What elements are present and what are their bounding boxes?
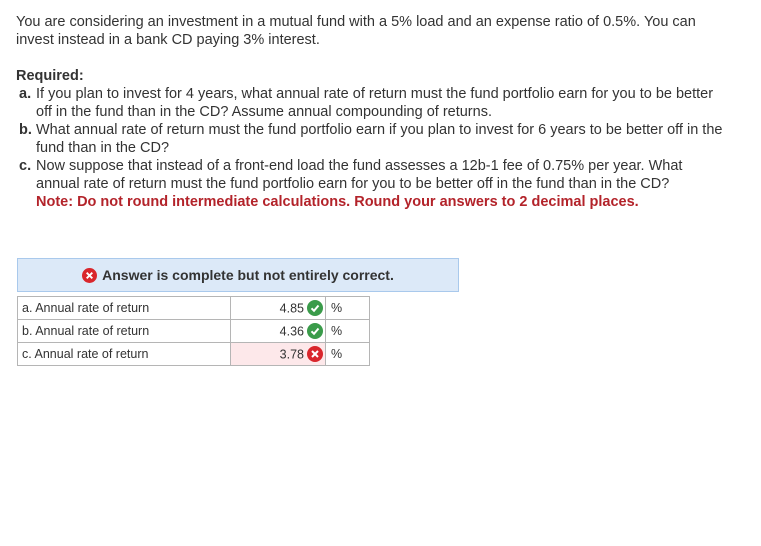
row-label: c. Annual rate of return xyxy=(17,342,231,366)
value-text: 4.85 xyxy=(279,301,304,316)
answer-row: a. Annual rate of return 4.85 % xyxy=(17,296,370,320)
value-text: 4.36 xyxy=(279,324,304,339)
row-label: a. Annual rate of return xyxy=(17,296,231,320)
question-text: What annual rate of return must the fund… xyxy=(36,122,723,156)
answer-row: c. Annual rate of return 3.78 % xyxy=(17,342,370,366)
question: b. What annual rate of return must the fu… xyxy=(16,121,728,157)
intro: You are considering an investment in a m… xyxy=(16,14,696,48)
row-value: 3.78 xyxy=(230,342,326,366)
answer-banner: Answer is complete but not entirely corr… xyxy=(17,258,459,292)
row-value: 4.36 xyxy=(230,319,326,343)
question-letter: b. xyxy=(19,122,32,138)
check-icon xyxy=(307,300,323,317)
row-label: b. Annual rate of return xyxy=(17,319,231,343)
row-value: 4.85 xyxy=(230,296,326,320)
question-text: If you plan to invest for 4 years, what … xyxy=(36,86,714,120)
question-letter: c. xyxy=(19,158,32,174)
answer-table: a. Annual rate of return 4.85 % b. Annua… xyxy=(17,296,370,366)
row-unit: % xyxy=(325,342,370,366)
question: c. Now suppose that instead of a front-en… xyxy=(16,157,728,193)
required-label: Required: xyxy=(16,68,84,84)
question: a. If you plan to invest for 4 years, wha… xyxy=(16,85,728,121)
note: Note: Do not round intermediate calculat… xyxy=(36,194,639,210)
check-icon xyxy=(307,323,323,340)
value-text: 3.78 xyxy=(279,347,304,362)
document: You are considering an investment in a m… xyxy=(16,13,728,211)
question-text: Now suppose that instead of a front-end … xyxy=(36,158,683,192)
answer-row: b. Annual rate of return 4.36 % xyxy=(17,319,370,343)
question-letter: a. xyxy=(19,86,32,102)
x-icon xyxy=(82,267,98,283)
banner-text: Answer is complete but not entirely corr… xyxy=(102,267,394,283)
row-unit: % xyxy=(325,296,370,320)
row-unit: % xyxy=(325,319,370,343)
x-icon xyxy=(307,346,323,363)
